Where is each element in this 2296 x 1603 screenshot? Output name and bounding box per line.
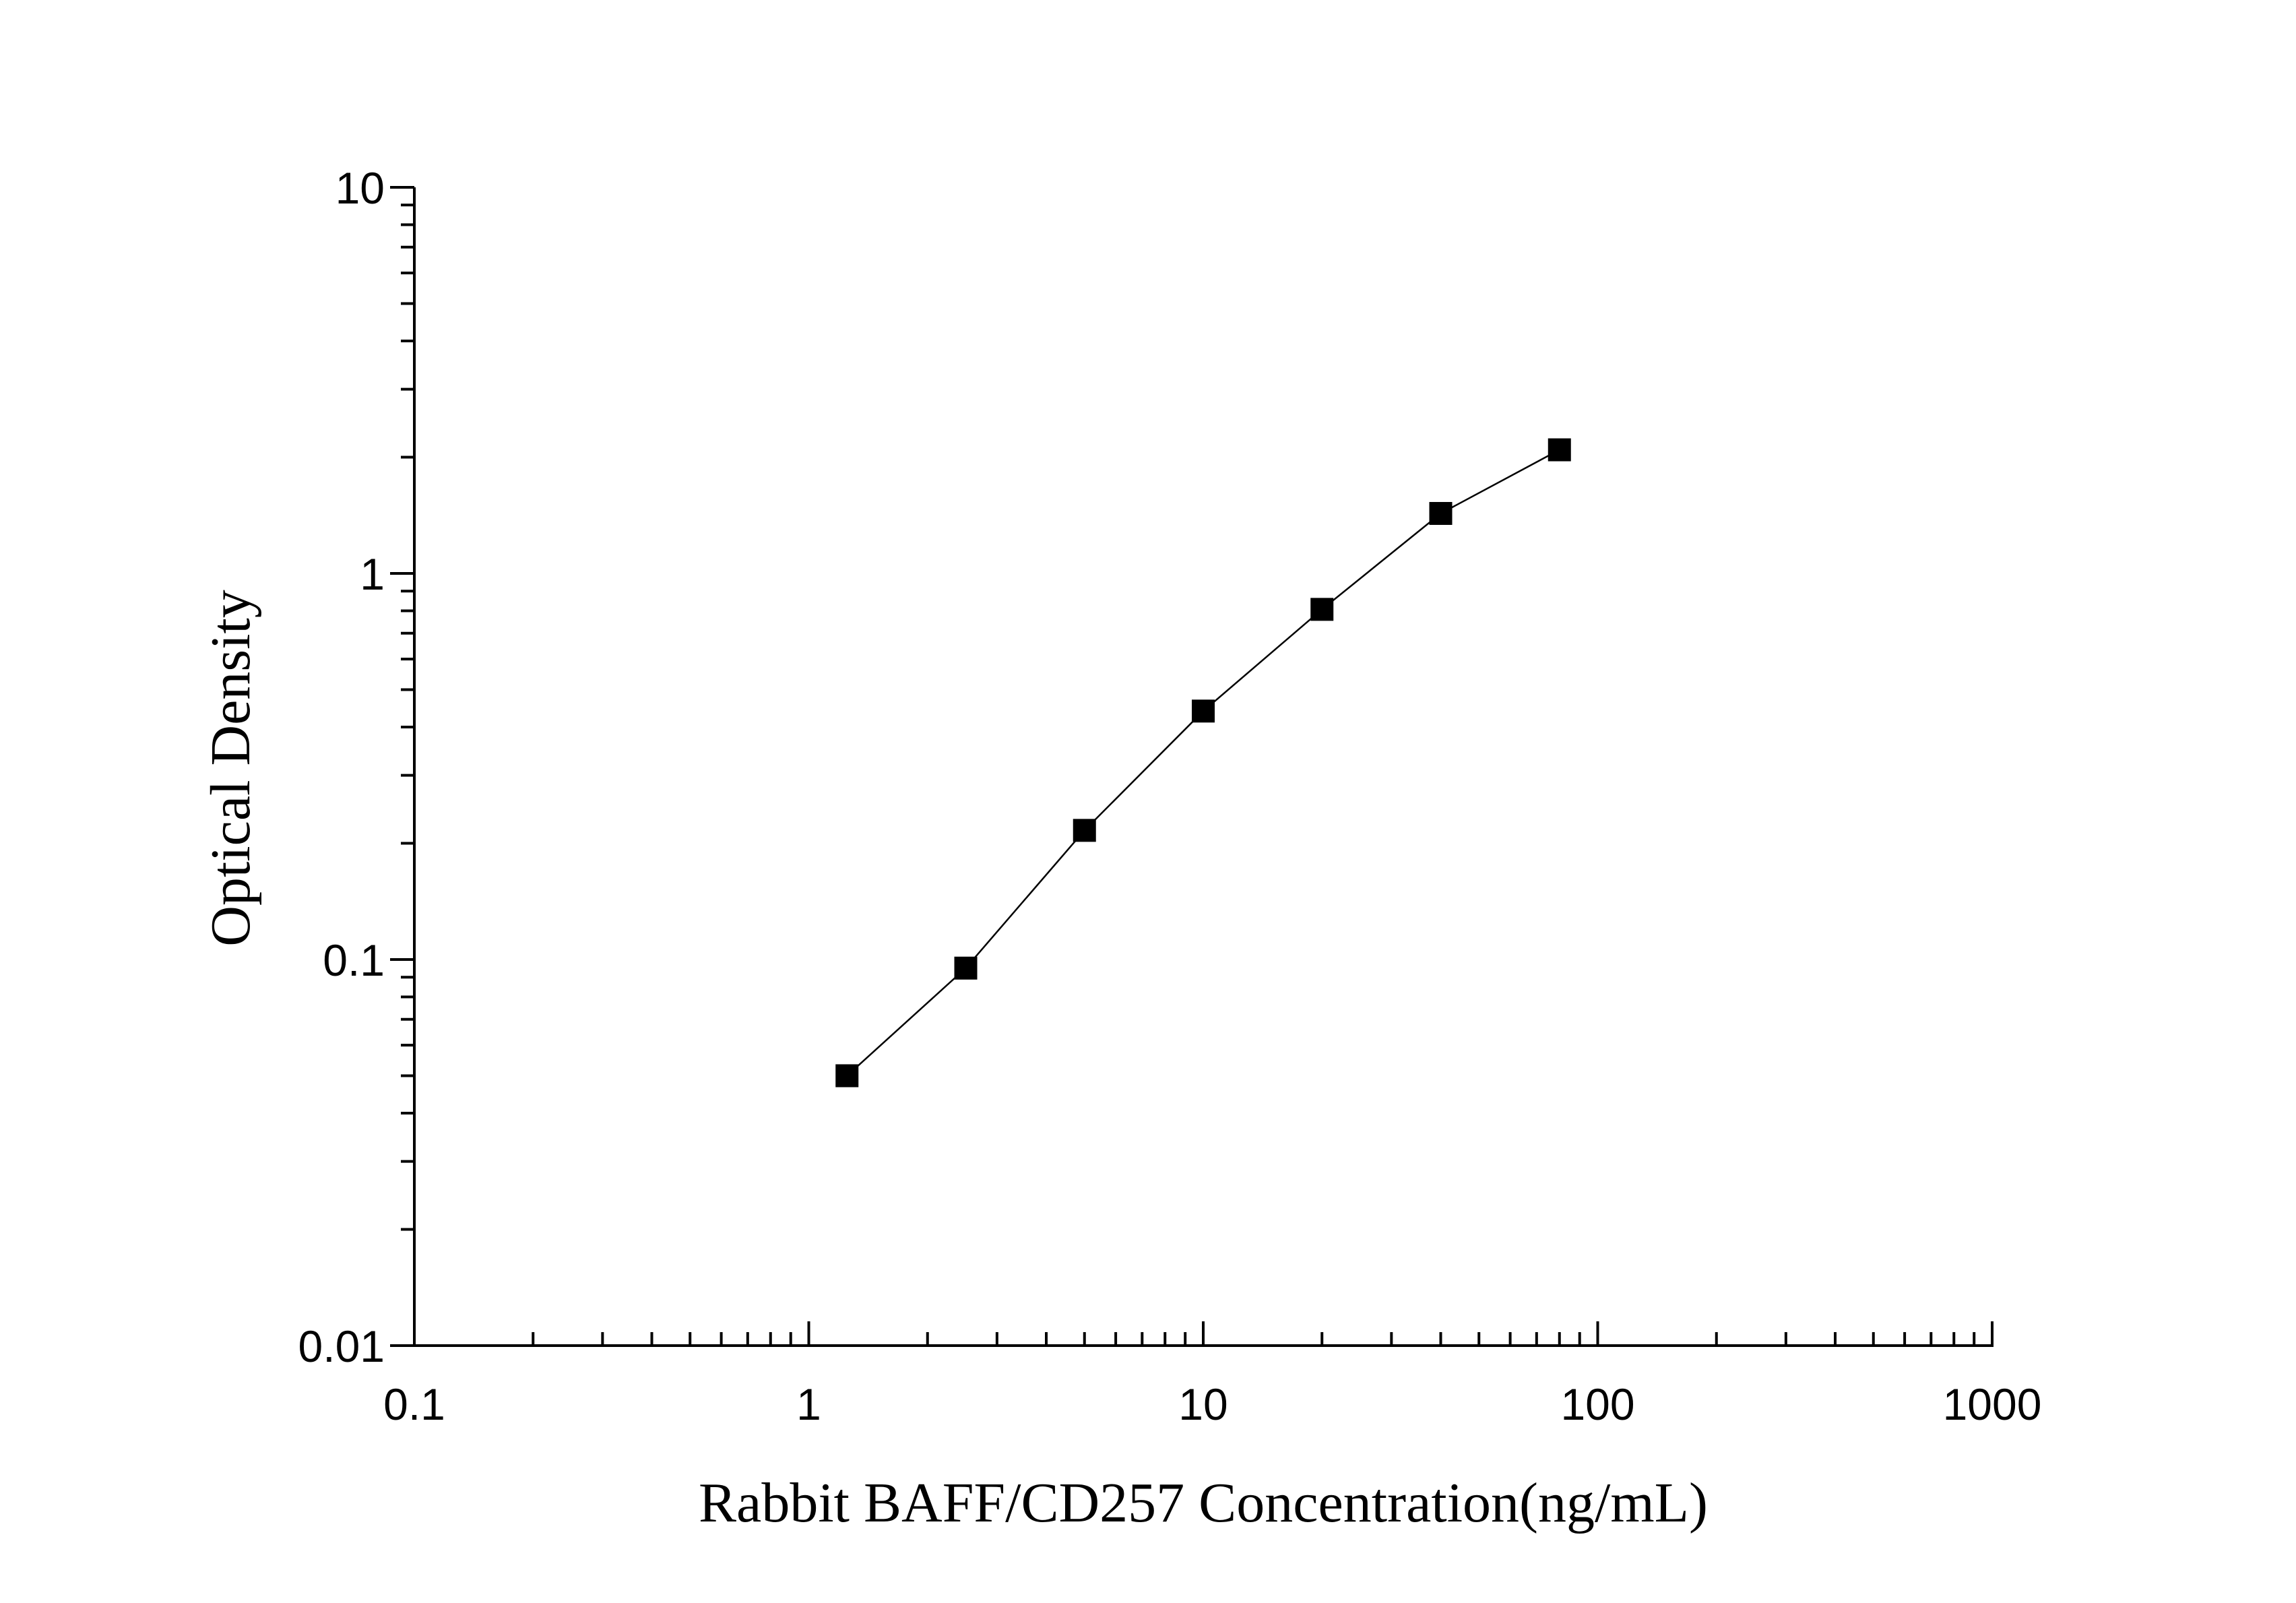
x-axis-title: Rabbit BAFF/CD257 Concentration(ng/mL): [699, 1472, 1708, 1534]
marker: [1073, 819, 1096, 842]
x-tick-label: 1: [796, 1379, 821, 1429]
marker: [954, 956, 978, 980]
y-tick-label: 0.1: [323, 935, 385, 985]
y-tick-label: 1: [360, 549, 385, 599]
x-tick-label: 100: [1560, 1379, 1634, 1429]
x-tick-label: 10: [1178, 1379, 1227, 1429]
marker: [1310, 598, 1334, 621]
y-tick-label: 0.01: [298, 1321, 385, 1371]
x-tick-label: 1000: [1943, 1379, 2042, 1429]
marker: [1548, 438, 1571, 462]
marker: [835, 1064, 859, 1088]
series-line: [846, 449, 1560, 1077]
y-tick-label: 10: [336, 163, 385, 213]
marker: [1192, 699, 1215, 723]
marker: [1429, 501, 1453, 525]
y-axis-title: Optical Density: [199, 590, 262, 947]
x-tick-label: 0.1: [383, 1379, 445, 1429]
